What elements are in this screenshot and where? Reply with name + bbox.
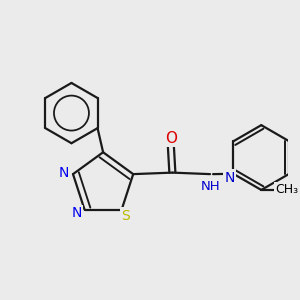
Text: O: O xyxy=(165,131,177,146)
Text: S: S xyxy=(121,208,130,223)
Text: N: N xyxy=(72,206,82,220)
Text: N: N xyxy=(59,166,69,180)
Text: N: N xyxy=(224,170,235,184)
Text: CH₃: CH₃ xyxy=(275,183,298,196)
Text: NH: NH xyxy=(201,180,220,194)
